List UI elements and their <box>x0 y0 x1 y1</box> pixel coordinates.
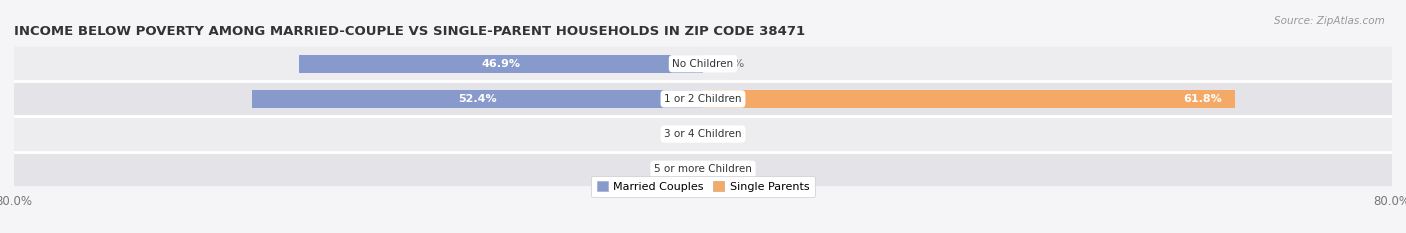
Text: 0.0%: 0.0% <box>662 164 690 174</box>
FancyBboxPatch shape <box>14 117 1392 151</box>
Text: 46.9%: 46.9% <box>481 59 520 69</box>
Text: 0.0%: 0.0% <box>716 129 744 139</box>
Text: No Children: No Children <box>672 59 734 69</box>
Text: 5 or more Children: 5 or more Children <box>654 164 752 174</box>
FancyBboxPatch shape <box>14 152 1392 186</box>
Text: 0.0%: 0.0% <box>662 129 690 139</box>
Bar <box>703 90 1236 108</box>
Text: 52.4%: 52.4% <box>458 94 496 104</box>
Text: 61.8%: 61.8% <box>1184 94 1222 104</box>
Text: 3 or 4 Children: 3 or 4 Children <box>664 129 742 139</box>
Text: 0.0%: 0.0% <box>716 164 744 174</box>
FancyBboxPatch shape <box>14 47 1392 81</box>
Text: 1 or 2 Children: 1 or 2 Children <box>664 94 742 104</box>
Text: 0.0%: 0.0% <box>716 59 744 69</box>
Text: INCOME BELOW POVERTY AMONG MARRIED-COUPLE VS SINGLE-PARENT HOUSEHOLDS IN ZIP COD: INCOME BELOW POVERTY AMONG MARRIED-COUPL… <box>14 25 806 38</box>
Bar <box>299 55 703 73</box>
FancyBboxPatch shape <box>14 82 1392 116</box>
Bar <box>252 90 703 108</box>
Text: Source: ZipAtlas.com: Source: ZipAtlas.com <box>1274 16 1385 26</box>
Legend: Married Couples, Single Parents: Married Couples, Single Parents <box>592 176 814 197</box>
